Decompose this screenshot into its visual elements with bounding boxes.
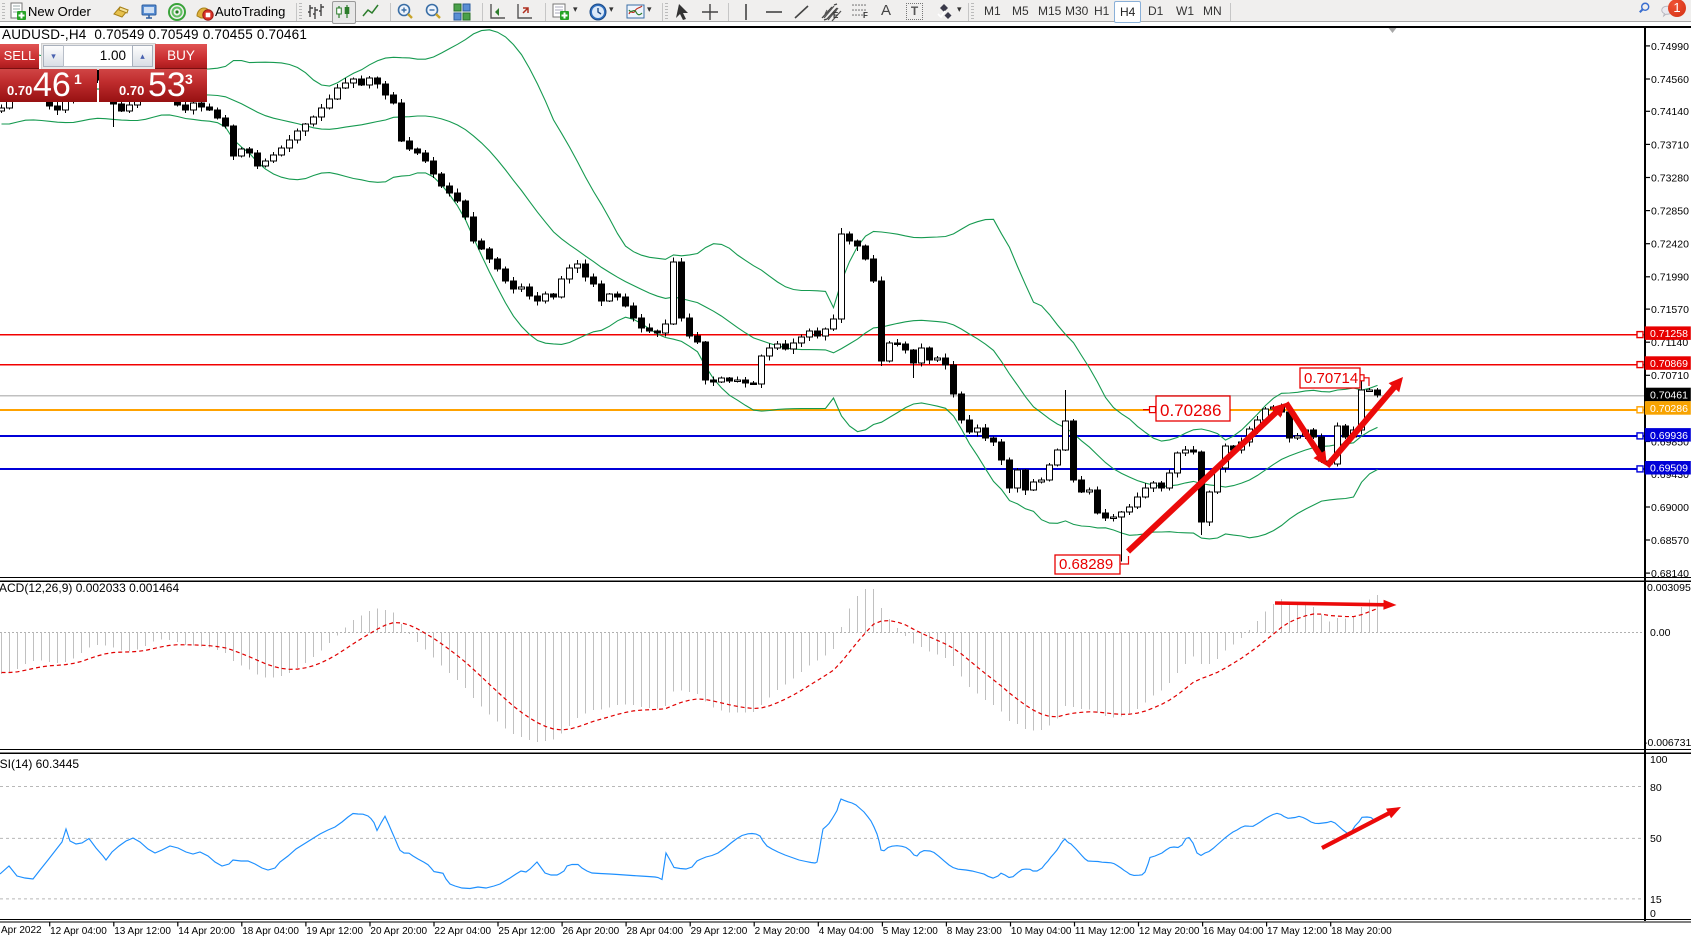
svg-text:0.68289: 0.68289 <box>1059 556 1113 573</box>
svg-text:19 Apr 12:00: 19 Apr 12:00 <box>306 926 363 937</box>
svg-text:AUDUSD-,H4 0.70549 0.70549 0.: AUDUSD-,H4 0.70549 0.70549 0.70455 0.704… <box>2 27 307 42</box>
svg-text:0.74990: 0.74990 <box>1651 41 1689 53</box>
svg-text:0.74140: 0.74140 <box>1651 106 1689 118</box>
svg-text:0.003095: 0.003095 <box>1647 582 1691 594</box>
svg-text:17 May 12:00: 17 May 12:00 <box>1267 926 1328 937</box>
svg-text:50: 50 <box>1650 833 1662 845</box>
svg-text:0.71570: 0.71570 <box>1651 304 1689 316</box>
svg-text:0.69000: 0.69000 <box>1651 502 1689 514</box>
svg-text:0.71990: 0.71990 <box>1651 272 1689 284</box>
svg-text:0.70714: 0.70714 <box>1304 370 1358 387</box>
svg-text:4 May 04:00: 4 May 04:00 <box>819 926 874 937</box>
svg-text:Apr 2022: Apr 2022 <box>1 925 42 936</box>
svg-text:14 Apr 20:00: 14 Apr 20:00 <box>178 926 235 937</box>
svg-text:0.70710: 0.70710 <box>1651 370 1689 382</box>
svg-text:0.71140: 0.71140 <box>1651 337 1688 349</box>
svg-text:0.74560: 0.74560 <box>1651 74 1689 86</box>
svg-text:15: 15 <box>1650 894 1662 906</box>
svg-text:0: 0 <box>1650 908 1656 920</box>
svg-text:0.69936: 0.69936 <box>1650 430 1688 442</box>
svg-text:12 Apr 04:00: 12 Apr 04:00 <box>50 926 107 937</box>
svg-text:22 Apr 04:00: 22 Apr 04:00 <box>434 926 491 937</box>
svg-text:26 Apr 20:00: 26 Apr 20:00 <box>563 926 620 937</box>
svg-text:-0.006731: -0.006731 <box>1644 737 1691 749</box>
svg-text:16 May 04:00: 16 May 04:00 <box>1203 926 1264 937</box>
svg-text:12 May 20:00: 12 May 20:00 <box>1139 926 1200 937</box>
svg-text:25 Apr 12:00: 25 Apr 12:00 <box>498 926 555 937</box>
svg-text:28 Apr 04:00: 28 Apr 04:00 <box>627 926 684 937</box>
svg-text:5 May 12:00: 5 May 12:00 <box>883 926 938 937</box>
svg-text:0.73280: 0.73280 <box>1651 172 1689 184</box>
svg-text:10 May 04:00: 10 May 04:00 <box>1011 926 1072 937</box>
svg-text:0.70286: 0.70286 <box>1160 401 1221 420</box>
svg-text:0.72420: 0.72420 <box>1651 239 1689 251</box>
svg-text:0.68140: 0.68140 <box>1651 568 1689 580</box>
svg-text:8 May 23:00: 8 May 23:00 <box>947 926 1002 937</box>
svg-text:0.70286: 0.70286 <box>1650 403 1688 415</box>
svg-text:11 May 12:00: 11 May 12:00 <box>1075 926 1135 937</box>
svg-text:0.00: 0.00 <box>1650 627 1671 639</box>
svg-text:0.72850: 0.72850 <box>1651 206 1689 218</box>
svg-text:RSI(14) 60.3445: RSI(14) 60.3445 <box>0 757 79 771</box>
svg-text:0.73710: 0.73710 <box>1651 139 1689 151</box>
svg-text:13 Apr 12:00: 13 Apr 12:00 <box>114 926 171 937</box>
svg-text:18 May 20:00: 18 May 20:00 <box>1331 926 1392 937</box>
svg-text:MACD(12,26,9) 0.002033 0.00146: MACD(12,26,9) 0.002033 0.001464 <box>0 581 179 595</box>
svg-text:0.70869: 0.70869 <box>1650 358 1688 370</box>
svg-text:29 Apr 12:00: 29 Apr 12:00 <box>691 926 748 937</box>
svg-text:18 Apr 04:00: 18 Apr 04:00 <box>242 926 299 937</box>
svg-text:100: 100 <box>1650 754 1668 766</box>
svg-text:2 May 20:00: 2 May 20:00 <box>755 926 810 937</box>
svg-text:0.70461: 0.70461 <box>1650 389 1688 401</box>
svg-text:0.71258: 0.71258 <box>1650 328 1688 340</box>
svg-text:0.69509: 0.69509 <box>1650 463 1688 475</box>
svg-text:0.68570: 0.68570 <box>1651 535 1689 547</box>
svg-text:80: 80 <box>1650 782 1662 794</box>
svg-text:20 Apr 20:00: 20 Apr 20:00 <box>370 926 427 937</box>
